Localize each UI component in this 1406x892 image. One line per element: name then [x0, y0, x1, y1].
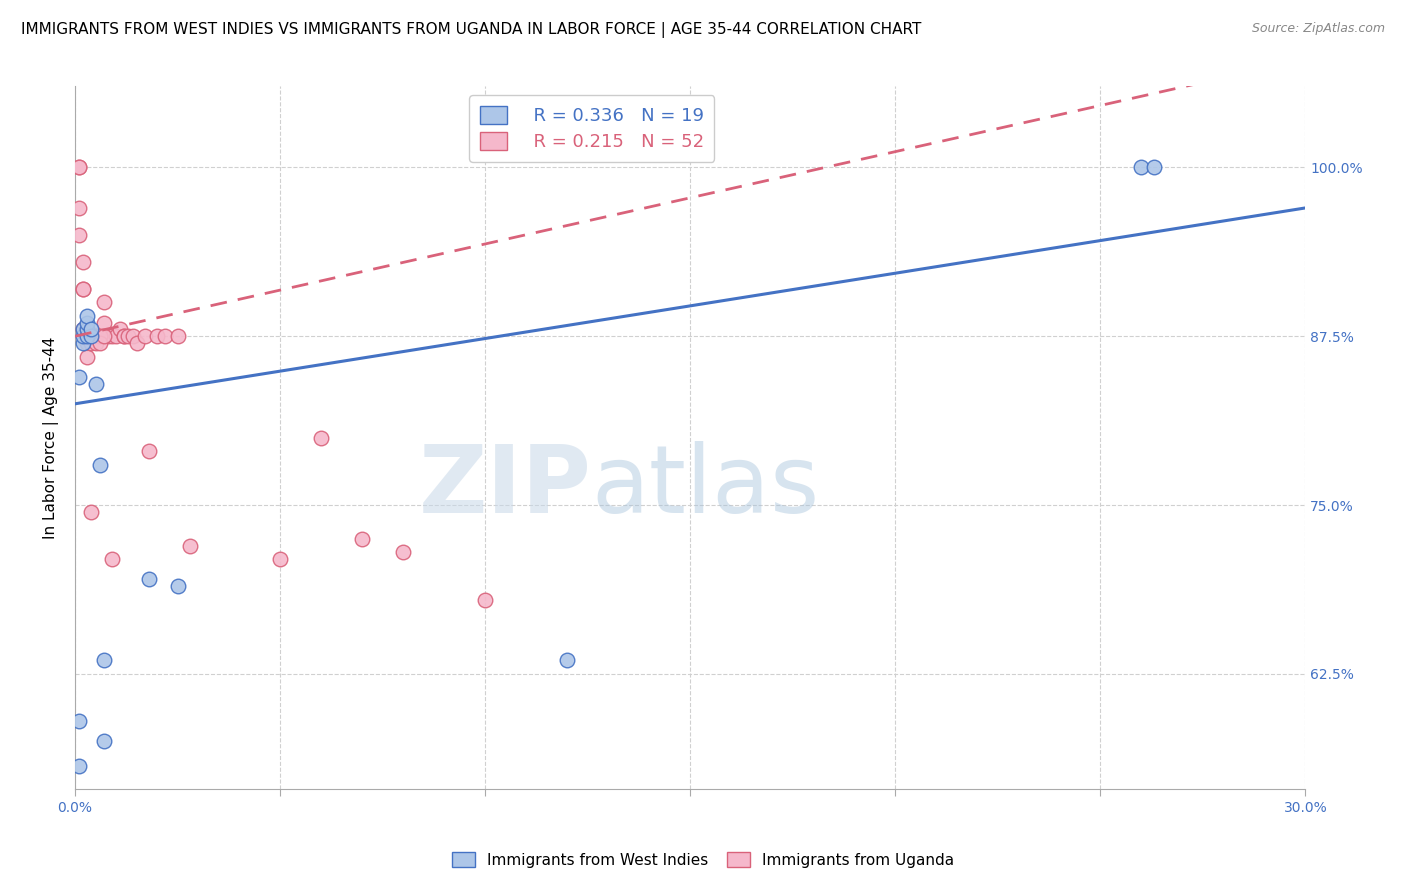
Text: ZIP: ZIP — [419, 441, 592, 533]
Point — [80, 336, 103, 351]
Point — [352, 532, 374, 546]
Point — [138, 444, 160, 458]
Point — [93, 329, 115, 343]
Point — [84, 329, 107, 343]
Point — [72, 255, 94, 269]
Point — [84, 336, 107, 351]
Point — [76, 329, 98, 343]
Point — [155, 329, 177, 343]
Point — [76, 316, 98, 330]
Point — [309, 431, 332, 445]
Text: IMMIGRANTS FROM WEST INDIES VS IMMIGRANTS FROM UGANDA IN LABOR FORCE | AGE 35-44: IMMIGRANTS FROM WEST INDIES VS IMMIGRANT… — [21, 22, 921, 38]
Point — [93, 734, 115, 748]
Point — [76, 350, 98, 364]
Point — [97, 329, 120, 343]
Point — [80, 329, 103, 343]
Point — [67, 227, 90, 242]
Point — [67, 369, 90, 384]
Point — [108, 322, 131, 336]
Point — [112, 329, 135, 343]
Point — [134, 329, 156, 343]
Point — [67, 201, 90, 215]
Point — [80, 329, 103, 343]
Point — [112, 329, 135, 343]
Point — [125, 336, 148, 351]
Point — [89, 329, 111, 343]
Point — [179, 539, 201, 553]
Point — [72, 322, 94, 336]
Point — [474, 592, 496, 607]
Point — [80, 322, 103, 336]
Point — [117, 329, 139, 343]
Point — [67, 714, 90, 729]
Legend:   R = 0.336   N = 19,   R = 0.215   N = 52: R = 0.336 N = 19, R = 0.215 N = 52 — [470, 95, 714, 161]
Point — [89, 458, 111, 472]
Point — [1130, 161, 1153, 175]
Point — [269, 552, 291, 566]
Point — [89, 336, 111, 351]
Point — [72, 282, 94, 296]
Point — [76, 329, 98, 343]
Point — [93, 653, 115, 667]
Point — [72, 322, 94, 336]
Point — [76, 336, 98, 351]
Point — [80, 329, 103, 343]
Point — [76, 329, 98, 343]
Legend: Immigrants from West Indies, Immigrants from Uganda: Immigrants from West Indies, Immigrants … — [444, 845, 962, 875]
Point — [146, 329, 169, 343]
Point — [105, 329, 128, 343]
Point — [84, 376, 107, 391]
Point — [76, 329, 98, 343]
Point — [1143, 161, 1166, 175]
Text: Source: ZipAtlas.com: Source: ZipAtlas.com — [1251, 22, 1385, 36]
Point — [89, 329, 111, 343]
Point — [80, 329, 103, 343]
Point — [67, 161, 90, 175]
Point — [138, 573, 160, 587]
Point — [76, 309, 98, 323]
Point — [67, 161, 90, 175]
Point — [166, 579, 188, 593]
Point — [72, 329, 94, 343]
Point — [121, 329, 143, 343]
Point — [93, 316, 115, 330]
Point — [80, 505, 103, 519]
Point — [72, 336, 94, 351]
Point — [101, 552, 124, 566]
Point — [555, 653, 578, 667]
Point — [76, 322, 98, 336]
Point — [84, 329, 107, 343]
Point — [101, 329, 124, 343]
Text: atlas: atlas — [592, 441, 820, 533]
Point — [166, 329, 188, 343]
Y-axis label: In Labor Force | Age 35-44: In Labor Force | Age 35-44 — [44, 336, 59, 539]
Point — [93, 295, 115, 310]
Point — [67, 759, 90, 773]
Point — [72, 282, 94, 296]
Point — [392, 545, 415, 559]
